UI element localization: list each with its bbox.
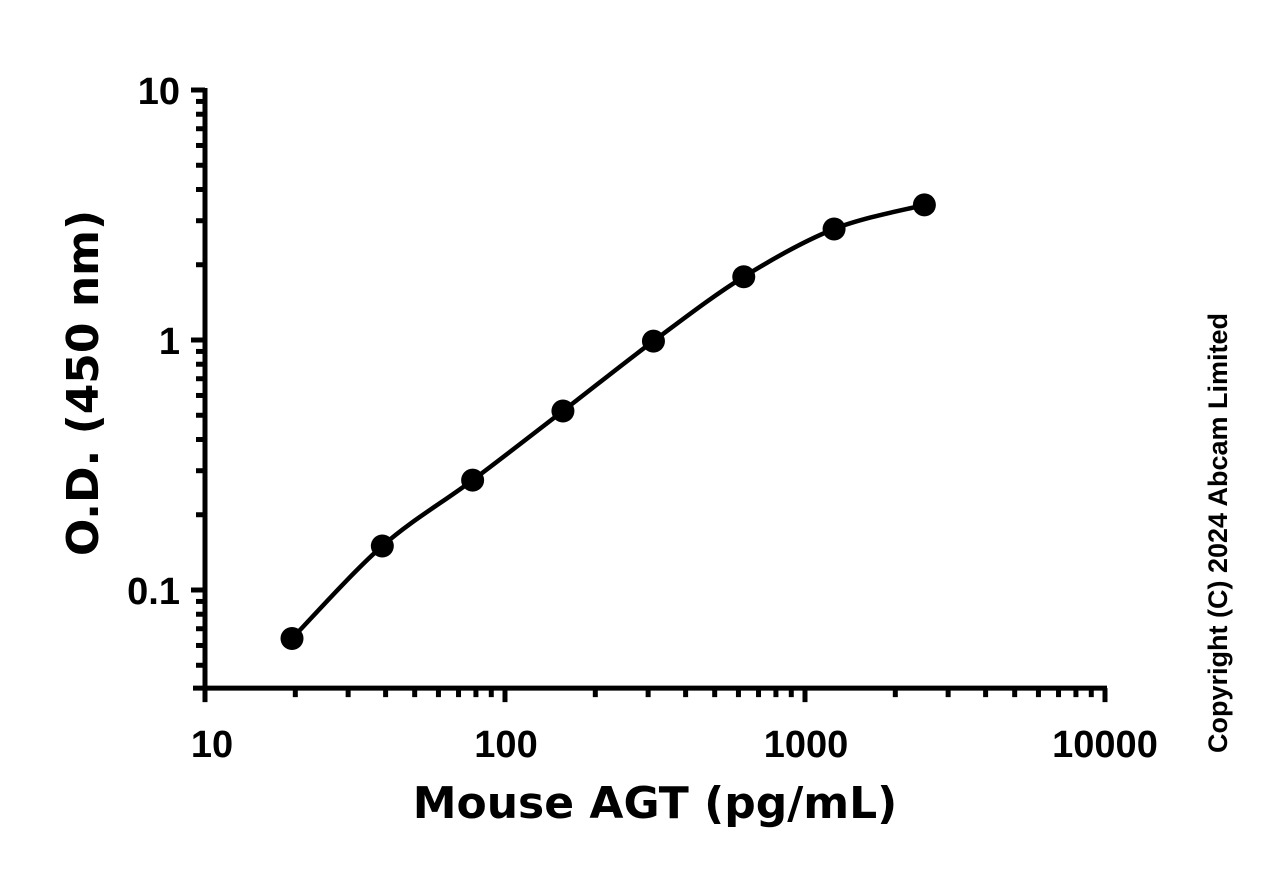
x-axis-title: Mouse AGT (pg/mL) — [413, 778, 898, 829]
copyright-notice: Copyright (C) 2024 Abcam Limited — [1203, 313, 1233, 753]
data-point — [822, 217, 846, 241]
data-point — [551, 399, 575, 423]
data-point — [370, 534, 394, 558]
x-axis — [193, 685, 1108, 703]
y-tick-label-0.1: 0.1 — [127, 571, 180, 613]
y-tick-label-1: 1 — [159, 321, 180, 363]
fit-curve-path — [289, 202, 927, 641]
y-axis — [191, 87, 208, 701]
y-axis-title: O.D. (450 nm) — [58, 210, 109, 556]
data-point — [732, 265, 756, 289]
x-tick-label-10: 10 — [191, 724, 233, 766]
y-tick-label-10: 10 — [138, 71, 180, 113]
data-points — [280, 193, 936, 650]
fit-curve — [289, 202, 927, 641]
x-tick-label-1000: 1000 — [764, 724, 849, 766]
x-tick-label-100: 100 — [474, 724, 537, 766]
x-tick-label-10000: 10000 — [1052, 724, 1158, 766]
data-point — [461, 468, 485, 492]
data-point — [641, 329, 665, 353]
data-point — [912, 193, 936, 217]
data-point — [280, 626, 304, 650]
